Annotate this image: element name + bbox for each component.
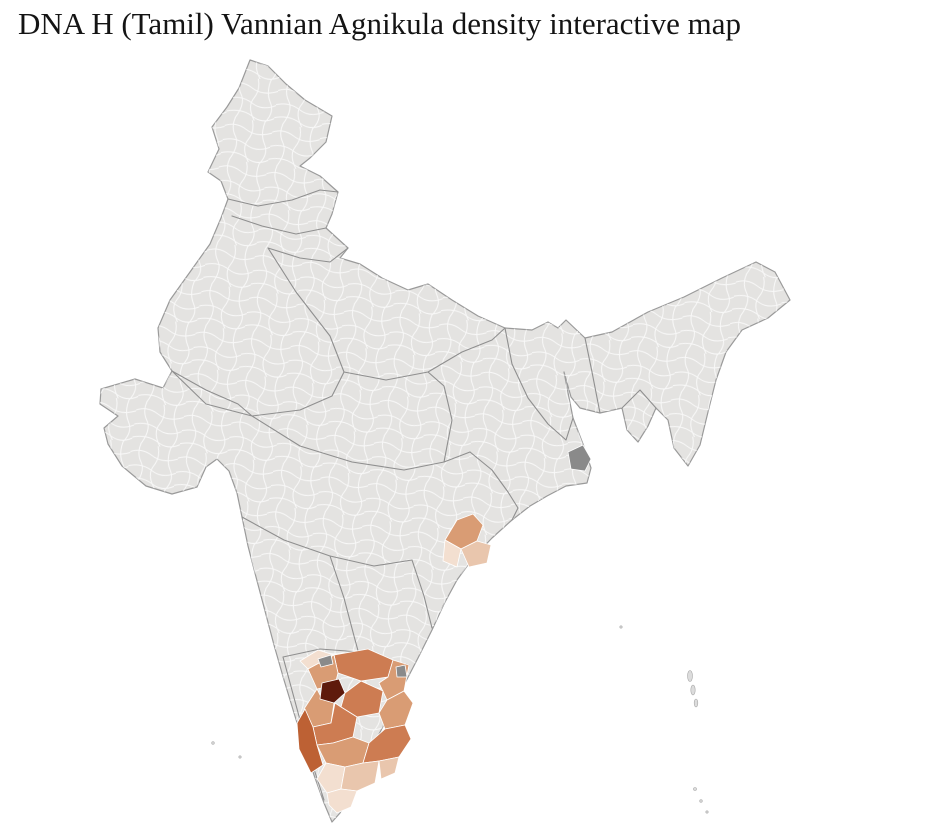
no-data-districts[interactable] — [317, 444, 592, 678]
district-polygon[interactable] — [326, 788, 358, 814]
page-title: DNA H (Tamil) Vannian Agnikula density i… — [18, 6, 742, 41]
nicobar-islet[interactable] — [705, 810, 709, 814]
lakshadweep-islet[interactable] — [238, 755, 242, 759]
odisha-density-patch[interactable] — [442, 513, 492, 568]
lakshadweep-islet[interactable] — [211, 741, 215, 745]
district-polygon[interactable] — [296, 708, 324, 774]
nicobar-islet[interactable] — [699, 799, 703, 803]
district-polygon[interactable] — [460, 540, 492, 568]
bay-islet[interactable] — [619, 625, 623, 629]
district-polygon-darkest[interactable] — [319, 678, 346, 704]
district-polygon-no-data[interactable] — [567, 444, 592, 472]
district-polygon[interactable] — [378, 756, 400, 780]
andaman-island[interactable] — [693, 698, 699, 708]
andaman-island[interactable] — [690, 684, 696, 696]
nicobar-islet[interactable] — [693, 787, 697, 791]
district-polygon-no-data[interactable] — [395, 664, 408, 678]
tamil-nadu-density-cluster[interactable] — [296, 648, 414, 814]
district-polygon[interactable] — [442, 539, 462, 568]
andaman-island[interactable] — [687, 670, 693, 682]
district-polygon-no-data[interactable] — [317, 654, 334, 668]
india-landmass[interactable] — [99, 59, 791, 823]
islands[interactable] — [211, 625, 709, 814]
